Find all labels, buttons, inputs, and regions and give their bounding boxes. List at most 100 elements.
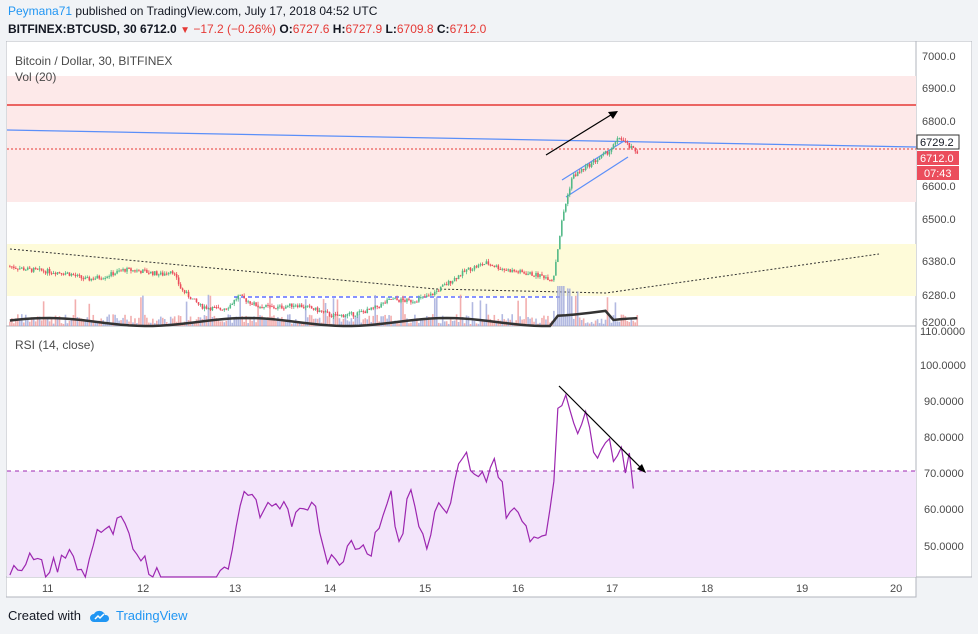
candle-body — [273, 306, 275, 309]
candle-body — [418, 297, 420, 302]
candle-body — [291, 303, 293, 307]
candle-body — [505, 269, 508, 271]
volume-bar — [453, 320, 456, 326]
volume-bar — [437, 322, 440, 326]
volume-bar — [22, 322, 25, 326]
candle-body — [620, 138, 623, 140]
candle-body — [596, 159, 599, 162]
candle-body — [612, 144, 615, 149]
volume-bar — [578, 317, 581, 326]
volume-bar — [314, 318, 317, 326]
down-arrowhead-icon — [637, 464, 646, 473]
candle-body — [60, 272, 63, 275]
candle-body — [50, 273, 53, 275]
volume-bar — [572, 318, 575, 326]
candle-body — [521, 270, 523, 273]
candle-body — [489, 264, 492, 266]
volume-bar — [163, 319, 166, 326]
candle-body — [426, 295, 428, 298]
candle-body — [189, 296, 192, 300]
candle-body — [181, 288, 184, 291]
volume-bar — [165, 321, 168, 326]
volume-bar — [584, 323, 587, 326]
price-axis[interactable] — [915, 41, 972, 578]
volume-bar — [42, 301, 45, 326]
candle-body — [140, 270, 142, 274]
candle-body — [553, 275, 555, 281]
volume-bar — [618, 321, 621, 326]
volume-bar — [491, 320, 494, 326]
author-link[interactable]: Peymana71 — [8, 4, 73, 18]
candle-body — [88, 277, 91, 281]
candle-body — [159, 272, 162, 275]
candle-body — [523, 272, 525, 274]
candle-body — [62, 274, 65, 276]
candle-body — [346, 314, 349, 316]
volume-bar — [70, 318, 73, 326]
candle-body — [36, 268, 39, 270]
volume-bar — [360, 322, 363, 326]
rsi-tick-80: 80.0000 — [924, 432, 964, 444]
candle-body — [267, 304, 269, 306]
volume-bar — [78, 317, 81, 326]
volume-bar — [428, 316, 430, 326]
candle-body — [296, 305, 299, 308]
candle-body — [118, 270, 120, 272]
volume-bar — [408, 323, 410, 326]
candle-body — [529, 272, 531, 274]
candle-body — [263, 307, 265, 309]
volume-bar — [332, 298, 335, 326]
candle-body — [102, 278, 104, 280]
price-change: −17.2 (−0.26%) — [193, 22, 277, 36]
volume-bar — [596, 319, 599, 326]
candle-body — [469, 267, 472, 271]
tradingview-link[interactable]: TradingView — [89, 608, 188, 623]
candle-body — [535, 273, 537, 277]
candle-body — [497, 265, 500, 269]
candle-body — [428, 295, 430, 297]
volume-bar — [298, 321, 301, 326]
candle-body — [598, 157, 601, 160]
candle-body — [322, 311, 325, 313]
candle-body — [378, 306, 380, 308]
volume-bar — [535, 318, 537, 326]
candle-body — [441, 285, 444, 287]
volume-bar — [356, 316, 359, 326]
volume-bar — [364, 318, 367, 326]
volume-bar — [501, 314, 504, 326]
candle-body — [243, 295, 245, 299]
candle-body — [588, 164, 591, 167]
candle-body — [219, 307, 222, 310]
candle-body — [332, 314, 335, 317]
volume-bar — [251, 320, 253, 326]
candle-body — [306, 305, 309, 307]
candle-body — [76, 274, 79, 276]
volume-bar — [308, 314, 311, 326]
volume-bar — [227, 314, 230, 326]
volume-bar — [316, 318, 319, 326]
volume-bar — [455, 314, 458, 326]
volume-bar — [19, 319, 21, 326]
candle-body — [138, 270, 140, 272]
candle-body — [457, 275, 460, 280]
rsi-axis-labels: 110.0000 100.0000 90.0000 80.0000 70.000… — [920, 326, 966, 553]
volume-bar — [88, 303, 91, 326]
volume-bar — [36, 316, 39, 326]
volume-ma-line — [9, 309, 638, 328]
candle-body — [227, 308, 230, 310]
candle-body — [576, 171, 579, 176]
volume-bar — [352, 321, 355, 326]
candle-body — [255, 302, 257, 307]
volume-bar — [431, 314, 434, 326]
candle-body — [132, 270, 134, 272]
volume-bar — [291, 323, 293, 326]
candle-body — [161, 272, 164, 276]
volume-bar — [366, 319, 369, 326]
chart-canvas[interactable]: Bitcoin / Dollar, 30, BITFINEX Vol (20) … — [6, 41, 972, 601]
volume-bar — [324, 302, 327, 326]
candle-body — [13, 266, 15, 269]
candle-body — [179, 284, 182, 289]
volume-bar — [32, 319, 35, 326]
candle-body — [74, 275, 77, 277]
volume-bar — [15, 318, 17, 326]
